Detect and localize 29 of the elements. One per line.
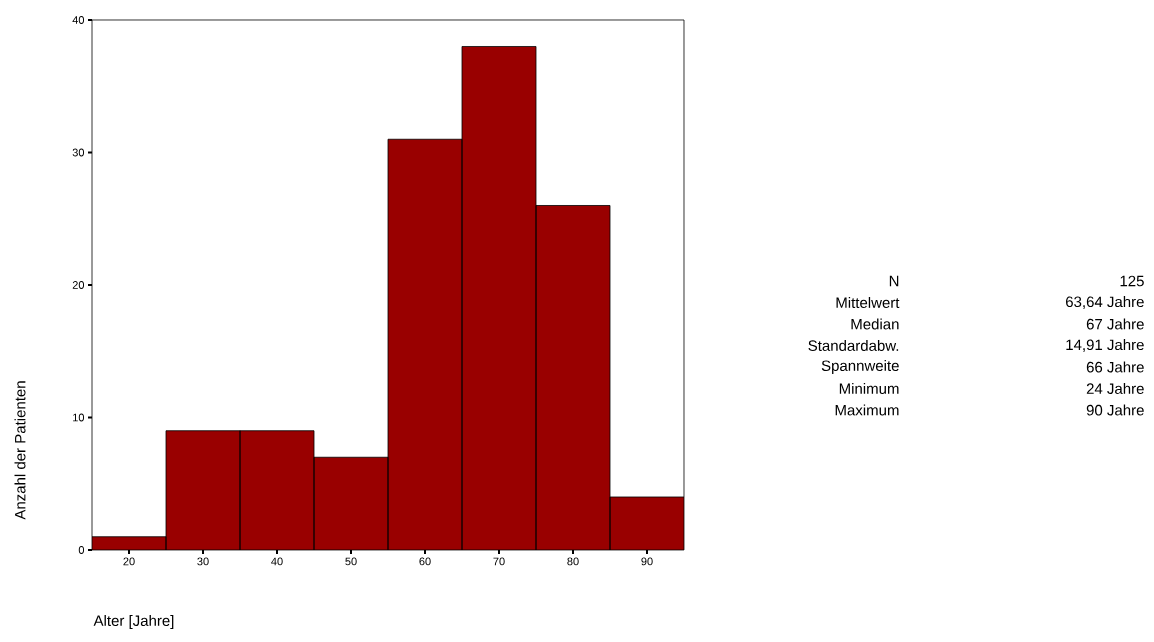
y-tick-label: 40 [72, 16, 85, 24]
text: Spannweite [821, 360, 899, 374]
x-tick-label: 80 [567, 557, 579, 566]
text: 90 Jahre [1086, 404, 1144, 416]
text: Minimum [839, 382, 899, 394]
text: 66 Jahre [1086, 361, 1144, 373]
x-tick-label: 40 [271, 557, 283, 566]
y-axis-title: Anzahl der Patienten [14, 381, 26, 520]
text: 125 [1120, 275, 1144, 287]
text: Median [851, 318, 899, 330]
text: Mittelwert [836, 296, 900, 308]
x-tick-label: 90 [641, 557, 653, 566]
x-tick-label: 50 [345, 557, 357, 566]
y-tick-label: 0 [78, 546, 85, 554]
text: 63,64 Jahre [1066, 296, 1144, 309]
x-axis-title: Alter [Jahre] [93, 614, 174, 629]
x-tick-label: 30 [197, 557, 209, 566]
text: 14,91 Jahre [1066, 339, 1144, 352]
x-tick-label: 60 [419, 557, 431, 566]
text: Maximum [835, 404, 899, 416]
text: 24 Jahre [1086, 382, 1144, 394]
text: 67 Jahre [1086, 318, 1144, 330]
text: N [889, 275, 899, 287]
x-tick-label: 70 [493, 557, 505, 566]
y-tick-label: 30 [72, 148, 85, 157]
text: Standardabw. [808, 339, 899, 351]
x-tick-label: 20 [123, 557, 135, 566]
y-tick-label: 10 [73, 413, 85, 422]
y-tick-label: 20 [72, 281, 85, 289]
